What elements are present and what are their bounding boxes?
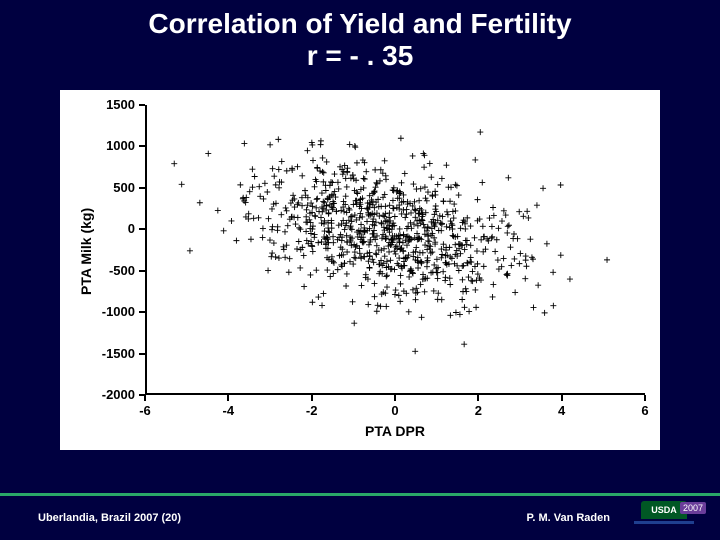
ytick-label: 1000	[87, 138, 135, 153]
slide-title: Correlation of Yield and Fertility r = -…	[0, 8, 720, 72]
ytick-label: -1500	[87, 346, 135, 361]
y-axis-label: PTA Milk (kg)	[78, 208, 94, 295]
ytick-label: -1000	[87, 304, 135, 319]
footer-rule	[0, 493, 720, 496]
xtick-label: -4	[208, 403, 248, 418]
x-axis-label: PTA DPR	[145, 423, 645, 439]
ytick-label: -2000	[87, 387, 135, 402]
usda-logo: USDA 2007	[624, 492, 704, 532]
footer-left-text: Uberlandia, Brazil 2007 (20)	[38, 512, 181, 524]
chart-area: -2000 -1500 -1000 -500 0 500 1000 1500 -6 -4 -2 0 2 4…	[60, 90, 660, 450]
title-line-1: Correlation of Yield and Fertility	[148, 8, 571, 39]
ytick-label: 500	[87, 180, 135, 195]
scatter-plot: -2000-1500-1000-500050010001500-6-4-2024…	[145, 105, 645, 395]
xtick-label: -2	[292, 403, 332, 418]
year-badge: 2007	[680, 502, 706, 514]
xtick-label: 2	[458, 403, 498, 418]
title-line-2: r = - . 35	[307, 40, 414, 71]
xtick-label: 0	[375, 403, 415, 418]
ytick-label: -500	[87, 263, 135, 278]
xtick-label: 6	[625, 403, 665, 418]
xtick-label: 4	[542, 403, 582, 418]
footer-right-text: P. M. Van Raden	[526, 512, 610, 524]
xtick-label: -6	[125, 403, 165, 418]
ytick-label: 1500	[87, 97, 135, 112]
logo-bar	[634, 521, 694, 524]
scatter-points	[145, 105, 645, 395]
ytick-label: 0	[87, 221, 135, 236]
slide: { "title_line1": "Correlation of Yield a…	[0, 0, 720, 540]
